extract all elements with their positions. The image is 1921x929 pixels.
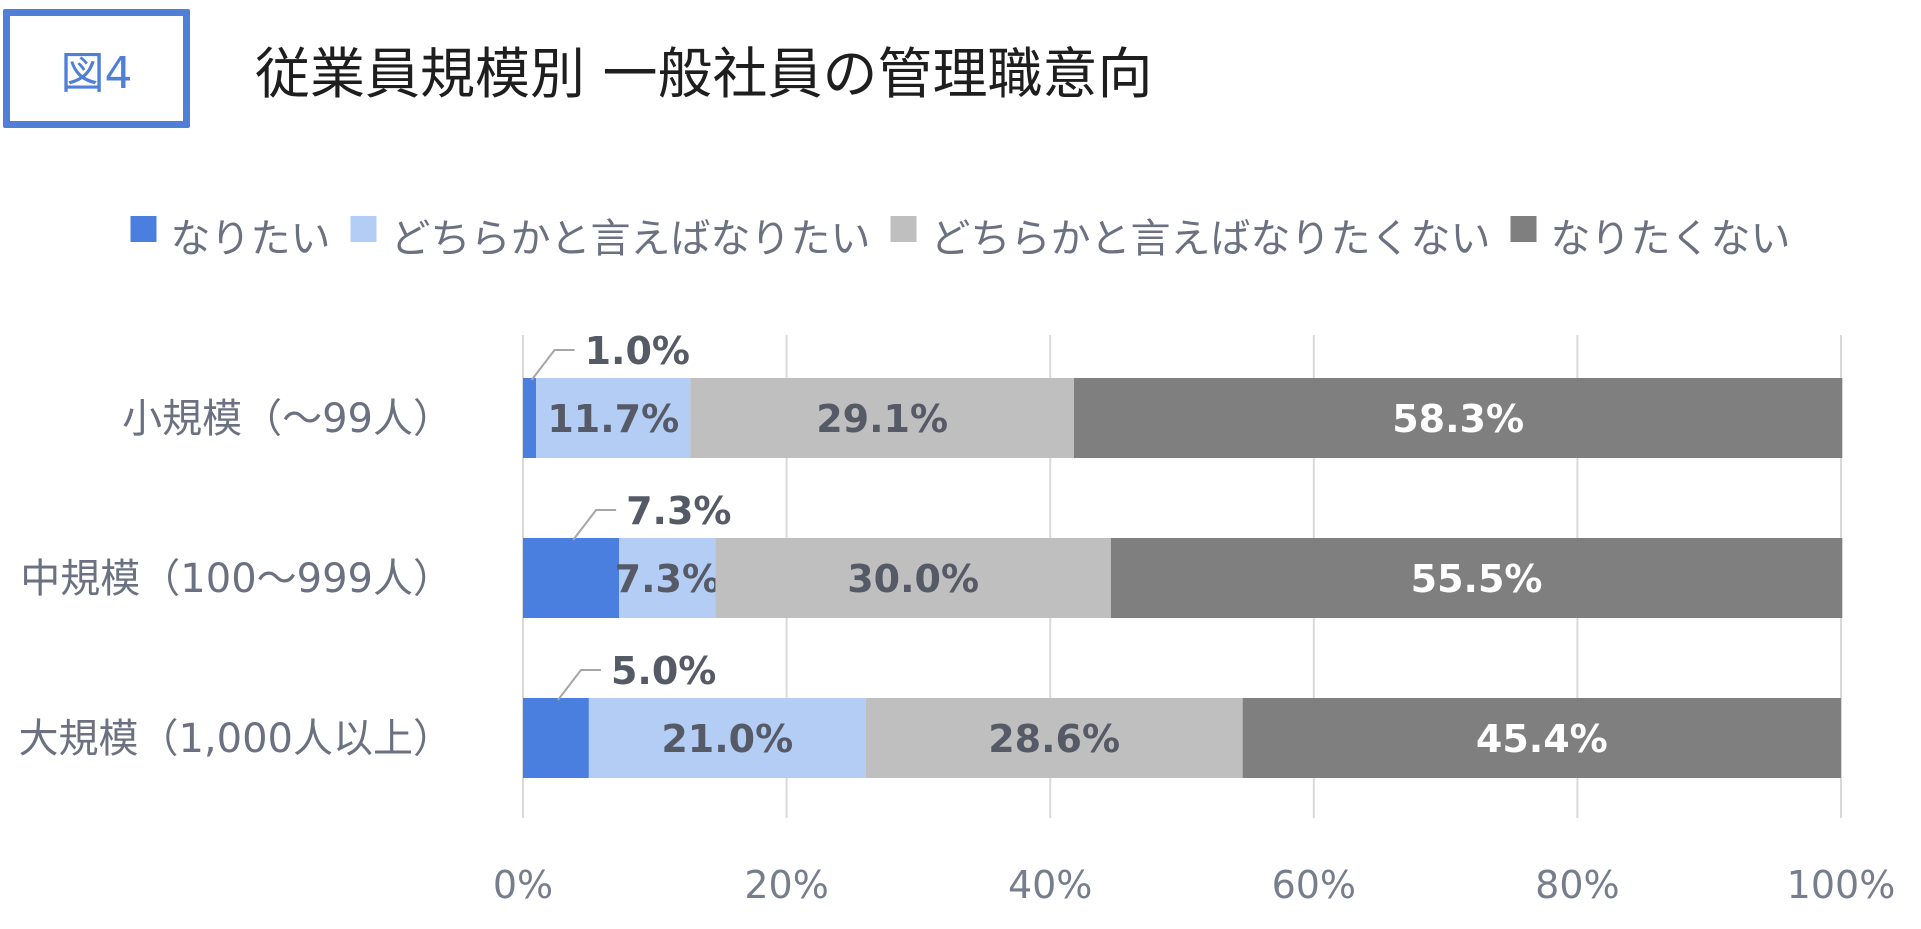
legend-swatch <box>890 216 917 242</box>
legend-item: どちらかと言えばなりたい <box>350 216 871 262</box>
x-tick-label: 100% <box>1787 863 1896 907</box>
bar-segment <box>619 538 716 618</box>
legend-swatch <box>350 216 377 242</box>
data-label: 21.0% <box>661 717 793 761</box>
figure-label-badge: 図4 <box>3 9 190 128</box>
data-label: 11.7% <box>547 397 679 441</box>
bar-segment <box>523 698 589 778</box>
category-label: 大規模（1,000人以上） <box>18 716 453 762</box>
data-label: 29.1% <box>816 397 948 441</box>
x-tick-label: 60% <box>1272 863 1356 907</box>
data-label: 5.0% <box>611 649 716 693</box>
legend-item: どちらかと言えばなりたくない <box>890 216 1491 262</box>
bar-segment <box>690 378 1074 458</box>
bar-segment <box>865 698 1243 778</box>
bar-segment <box>523 538 620 618</box>
figure-label: 図4 <box>60 47 133 99</box>
data-label: 1.0% <box>585 329 690 373</box>
bar-segment <box>536 378 691 458</box>
data-label: 58.3% <box>1392 397 1524 441</box>
bar-segment <box>1110 538 1843 618</box>
bar-segment <box>1242 698 1841 778</box>
legend-swatch <box>130 216 157 242</box>
legend-item: なりたくない <box>1510 216 1791 262</box>
data-label: 28.6% <box>988 717 1120 761</box>
legend-label: なりたい <box>171 216 331 262</box>
x-tick-label: 40% <box>1008 863 1092 907</box>
category-label: 小規模（〜99人） <box>122 396 453 442</box>
legend-label: どちらかと言えばなりたくない <box>931 216 1491 262</box>
x-tick-label: 80% <box>1535 863 1619 907</box>
category-label: 中規模（100〜999人） <box>20 556 453 602</box>
legend-item: なりたい <box>130 216 331 262</box>
x-tick-label: 0% <box>493 863 553 907</box>
legend-label: なりたくない <box>1551 216 1791 262</box>
data-label-leader <box>557 669 601 701</box>
chart-title: 従業員規模別 一般社員の管理職意向 <box>255 42 1153 106</box>
data-label: 7.3% <box>626 489 731 533</box>
data-label-leader <box>530 349 575 381</box>
bar-segment <box>588 698 866 778</box>
data-label: 7.3% <box>615 557 720 601</box>
data-label-leader <box>572 509 617 541</box>
data-label: 55.5% <box>1411 557 1543 601</box>
bar-segment <box>715 538 1111 618</box>
data-label: 30.0% <box>847 557 979 601</box>
legend-swatch <box>1510 216 1537 242</box>
data-label: 45.4% <box>1476 717 1608 761</box>
bar-segment <box>523 378 537 458</box>
bar-segment <box>1073 378 1843 458</box>
x-tick-label: 20% <box>744 863 828 907</box>
legend-label: どちらかと言えばなりたい <box>391 216 871 262</box>
